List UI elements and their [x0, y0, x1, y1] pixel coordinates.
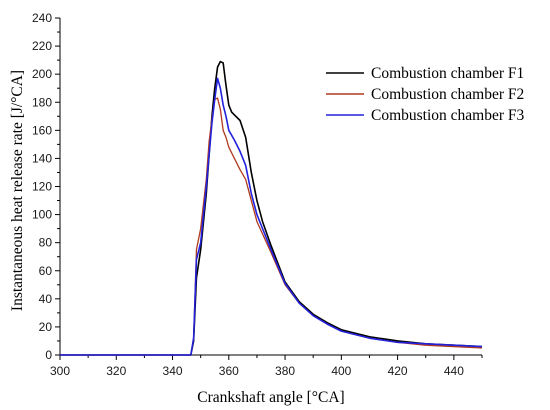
x-axis-title: Crankshaft angle [°CA] — [197, 389, 344, 406]
y-tick-label: 180 — [32, 95, 52, 109]
y-tick-label: 160 — [32, 123, 52, 137]
x-tick-label: 440 — [444, 364, 464, 378]
legend-label-f3: Combustion chamber F3 — [371, 107, 525, 124]
x-tick-label: 300 — [50, 364, 70, 378]
y-tick-label: 140 — [32, 151, 52, 165]
x-tick-label: 320 — [106, 364, 126, 378]
legend-label-f2: Combustion chamber F2 — [371, 86, 524, 103]
y-tick-label: 200 — [32, 67, 52, 81]
y-tick-label: 80 — [39, 236, 53, 250]
legend-label-f1: Combustion chamber F1 — [371, 65, 524, 82]
y-tick-label: 240 — [32, 11, 52, 25]
x-tick-label: 340 — [163, 364, 183, 378]
y-axis-title: Instantaneous heat release rate [J/°CA] — [9, 70, 26, 311]
series-line-f3 — [60, 77, 483, 356]
x-tick-label: 360 — [219, 364, 239, 378]
series-line-f2 — [60, 97, 483, 356]
axes: 300 320 340 360 380 400 420 440 0 20 40 60 80 100 120 1… — [32, 11, 483, 378]
y-tick-label: 40 — [39, 292, 53, 306]
y-tick-label: 120 — [32, 180, 52, 194]
y-tick-label: 100 — [32, 208, 52, 222]
legend: Combustion chamber F1 Combustion chamber … — [326, 65, 525, 124]
y-tick-label: 220 — [32, 39, 52, 53]
y-tick-label: 60 — [39, 264, 53, 278]
x-tick-label: 400 — [331, 364, 351, 378]
x-tick-label: 420 — [388, 364, 408, 378]
x-tick-label: 380 — [275, 364, 295, 378]
y-tick-label: 20 — [39, 320, 53, 334]
series-line-f1 — [60, 60, 483, 356]
y-tick-label: 0 — [45, 348, 52, 362]
series-lines — [60, 60, 483, 356]
